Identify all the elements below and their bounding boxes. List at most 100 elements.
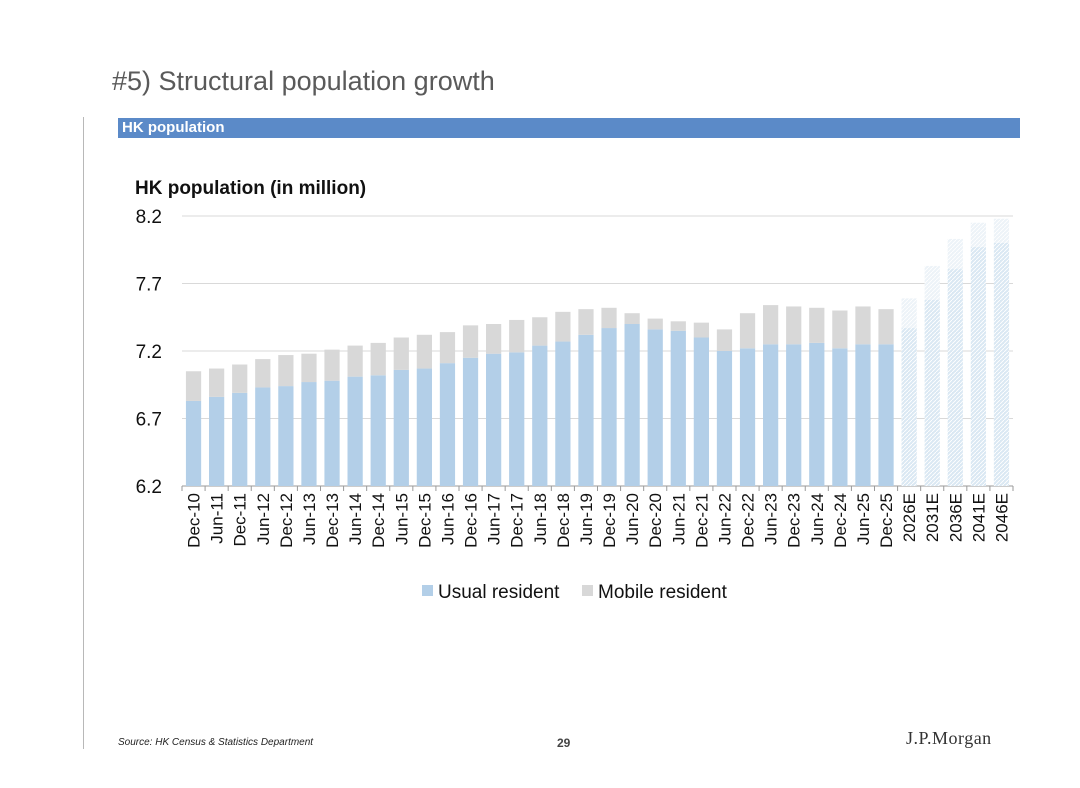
bar-usual-resident — [347, 376, 363, 486]
bar-usual-resident — [947, 268, 963, 486]
x-tick-label: Jun-24 — [808, 493, 827, 545]
x-tick-label: Dec-22 — [739, 493, 758, 548]
section-header-bar: HK population — [118, 118, 1020, 138]
bar-mobile-resident — [970, 222, 986, 248]
bar-mobile-resident — [255, 359, 271, 388]
x-tick-label: Jun-22 — [715, 493, 734, 545]
bar-mobile-resident — [462, 325, 479, 358]
bar-usual-resident — [901, 328, 917, 486]
bar-usual-resident — [739, 348, 756, 486]
bar-mobile-resident — [370, 342, 386, 376]
bar-usual-resident — [185, 400, 202, 486]
bar-mobile-resident — [670, 321, 686, 331]
x-tick-label: Jun-23 — [762, 493, 781, 545]
x-tick-label: 2041E — [969, 493, 988, 542]
bar-usual-resident — [809, 342, 825, 486]
bar-mobile-resident — [832, 310, 848, 349]
x-tick-label: Dec-10 — [185, 493, 204, 548]
bar-mobile-resident — [993, 218, 1010, 243]
x-tick-label: Dec-16 — [462, 493, 481, 548]
x-tick-label: Jun-17 — [485, 493, 504, 545]
bar-usual-resident — [532, 345, 548, 486]
bar-mobile-resident — [232, 364, 248, 393]
bar-mobile-resident — [693, 322, 709, 338]
bar-mobile-resident — [209, 368, 225, 397]
bar-usual-resident — [624, 324, 640, 486]
y-tick-label: 6.2 — [136, 477, 162, 498]
bar-usual-resident — [716, 351, 733, 486]
bar-usual-resident — [693, 337, 709, 486]
x-tick-label: Jun-21 — [669, 493, 688, 545]
bar-usual-resident — [209, 396, 225, 486]
legend-swatch-mobile-resident — [582, 585, 593, 596]
bar-usual-resident — [924, 299, 940, 486]
legend-swatch-usual-resident — [422, 585, 433, 596]
bar-mobile-resident — [578, 309, 594, 335]
bar-usual-resident — [439, 363, 456, 486]
bar-mobile-resident — [509, 319, 525, 353]
x-tick-label: Dec-11 — [231, 493, 250, 547]
bar-usual-resident — [647, 329, 663, 486]
x-tick-label: 2036E — [946, 493, 965, 542]
bar-usual-resident — [301, 382, 317, 486]
x-tick-label: Jun-11 — [208, 493, 227, 544]
bar-mobile-resident — [624, 313, 640, 324]
bar-usual-resident — [993, 243, 1010, 486]
chart-title: HK population (in million) — [135, 178, 366, 199]
x-tick-label: Dec-14 — [369, 493, 388, 548]
x-tick-label: Dec-25 — [877, 493, 896, 548]
bar-usual-resident — [462, 357, 479, 486]
bar-usual-resident — [370, 375, 386, 486]
x-tick-label: Jun-19 — [577, 493, 596, 545]
bar-usual-resident — [763, 344, 779, 486]
bar-usual-resident — [324, 380, 340, 486]
bar-mobile-resident — [416, 334, 432, 369]
bar-usual-resident — [786, 344, 802, 486]
x-tick-label: Jun-18 — [531, 493, 550, 545]
bar-usual-resident — [486, 353, 502, 486]
bar-mobile-resident — [532, 317, 548, 346]
bar-usual-resident — [255, 387, 271, 486]
x-tick-label: Dec-23 — [785, 493, 804, 548]
x-tick-label: 2026E — [900, 493, 919, 542]
left-divider — [83, 117, 84, 749]
bar-mobile-resident — [716, 329, 733, 351]
bar-mobile-resident — [947, 238, 963, 269]
bar-usual-resident — [393, 369, 409, 486]
bar-usual-resident — [578, 334, 594, 486]
x-tick-label: Jun-14 — [346, 493, 365, 545]
x-tick-label: Jun-12 — [254, 493, 273, 545]
bar-usual-resident — [555, 341, 571, 486]
page-number: 29 — [557, 736, 571, 750]
bar-mobile-resident — [924, 265, 940, 300]
x-tick-label: Dec-21 — [692, 493, 711, 548]
bar-mobile-resident — [185, 371, 202, 401]
x-tick-label: Dec-15 — [415, 493, 434, 548]
bar-mobile-resident — [324, 349, 340, 381]
bar-mobile-resident — [393, 337, 409, 370]
x-tick-label: Dec-18 — [554, 493, 573, 548]
bar-mobile-resident — [763, 305, 779, 345]
bar-mobile-resident — [901, 298, 917, 329]
x-tick-label: Dec-17 — [508, 493, 527, 548]
x-tick-label: Dec-24 — [831, 493, 850, 548]
x-tick-label: Jun-25 — [854, 493, 873, 545]
bar-mobile-resident — [786, 306, 802, 345]
bar-mobile-resident — [809, 307, 825, 343]
x-tick-label: Dec-19 — [600, 493, 619, 548]
bar-usual-resident — [832, 348, 848, 486]
x-tick-label: 2046E — [992, 493, 1011, 542]
bar-mobile-resident — [601, 307, 617, 329]
x-tick-label: Dec-13 — [323, 493, 342, 548]
x-tick-label: Jun-13 — [300, 493, 319, 545]
y-tick-label: 6.7 — [136, 410, 162, 431]
x-tick-label: Jun-15 — [392, 493, 411, 545]
bar-usual-resident — [278, 386, 294, 486]
bar-usual-resident — [509, 352, 525, 486]
bar-usual-resident — [232, 392, 248, 486]
source-note: Source: HK Census & Statistics Departmen… — [118, 737, 314, 748]
legend-label-mobile-resident: Mobile resident — [598, 582, 728, 603]
section-header-label: HK population — [122, 119, 225, 136]
bar-mobile-resident — [878, 309, 894, 345]
